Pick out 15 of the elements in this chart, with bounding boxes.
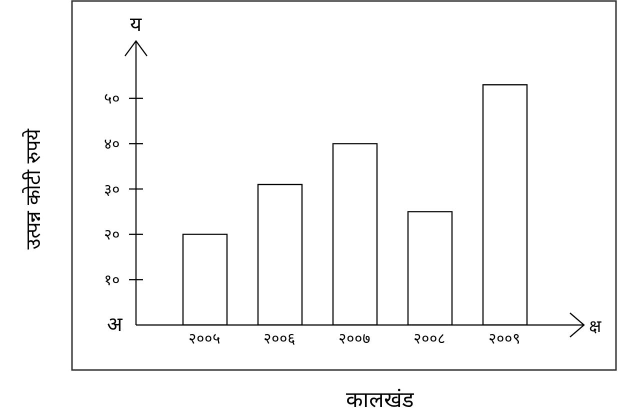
y-axis-title: उत्पन्न कोटी रुपये — [21, 128, 45, 250]
x-axis-title: कालखंड — [346, 388, 414, 413]
text: क्ष — [589, 317, 602, 337]
y-tick-label: ५० — [104, 90, 120, 108]
x-tick-label: २००५ — [188, 330, 220, 348]
y-tick-label: १० — [104, 270, 120, 289]
x-tick-label: २००७ — [338, 330, 370, 348]
text: अ — [107, 312, 123, 336]
y-tick-label: ४० — [104, 134, 120, 153]
y-tick-label: ३० — [104, 180, 120, 198]
x-tick-label: २००८ — [414, 330, 446, 348]
x-tick-label: २००६ — [264, 330, 296, 348]
y-tick-label: २० — [104, 226, 120, 244]
x-tick-label: २००९ — [488, 330, 520, 348]
text: य — [130, 12, 142, 36]
